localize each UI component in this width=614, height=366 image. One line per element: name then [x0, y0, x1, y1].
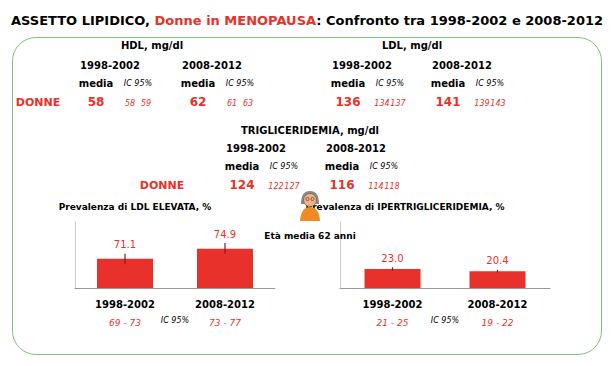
- html-text:59: 59: [140, 98, 152, 108]
- html-text:116: 116: [329, 178, 355, 192]
- html-text:media: media: [324, 160, 360, 172]
- html-text:134 137: 134 137: [374, 98, 406, 108]
- svg-text:1998-2002: 1998-2002: [363, 299, 423, 310]
- svg-text:21 - 25: 21 - 25: [377, 318, 409, 328]
- html-text:TRIGLICERIDEMIA, mg/dl: TRIGLICERIDEMIA, mg/dl: [241, 124, 379, 136]
- html-text:ASSETTO LIPIDICO, Donne in MEN: ASSETTO LIPIDICO, Donne in MENOPAUSA: Co…: [11, 12, 603, 28]
- svg-text:IC 95%: IC 95%: [431, 316, 459, 325]
- html-text:Età media 62 anni: Età media 62 anni: [264, 231, 356, 241]
- svg-text:73 - 77: 73 - 77: [209, 318, 241, 328]
- html-text:LDL, mg/dl: LDL, mg/dl: [381, 39, 443, 51]
- html-text:IC 95%: IC 95%: [369, 161, 399, 171]
- html-text:1998-2002: 1998-2002: [332, 59, 392, 71]
- html-text:IC 95%: IC 95%: [123, 78, 153, 88]
- html-text:58: 58: [124, 98, 136, 108]
- html-text:58: 58: [87, 95, 105, 109]
- html-text:2008-2012: 2008-2012: [182, 59, 242, 71]
- html-text:141: 141: [435, 95, 461, 109]
- html-text:media: media: [224, 160, 260, 172]
- html-text:122 127: 122 127: [268, 181, 300, 191]
- html-text:IC 95%: IC 95%: [475, 78, 505, 88]
- svg-text:2008-2012: 2008-2012: [468, 299, 528, 310]
- html-text:DONNE: DONNE: [139, 178, 185, 192]
- svg-text:Prevalenza di LDL ELEVATA, %: Prevalenza di LDL ELEVATA, %: [59, 202, 212, 212]
- svg-text:Prevalenza di IPERTRIGLICERIDE: Prevalenza di IPERTRIGLICERIDEMIA, %: [306, 202, 505, 212]
- svg-text:71.1: 71.1: [114, 239, 136, 250]
- html-text:media: media: [78, 77, 114, 89]
- html-text:63: 63: [242, 98, 254, 108]
- html-text:DONNE: DONNE: [15, 95, 61, 109]
- html-text:2008-2012: 2008-2012: [326, 142, 386, 154]
- html-text:media: media: [180, 77, 216, 89]
- html-text:media: media: [430, 77, 466, 89]
- html-text:1998-2002: 1998-2002: [226, 142, 286, 154]
- html-text:62: 62: [189, 95, 207, 109]
- svg-text:19 - 22: 19 - 22: [482, 318, 514, 328]
- html-text:114 118: 114 118: [368, 181, 400, 191]
- html-text:124: 124: [229, 178, 255, 192]
- html-text:1998-2002: 1998-2002: [80, 59, 140, 71]
- svg-text:20.4: 20.4: [486, 255, 508, 266]
- svg-text:IC 95%: IC 95%: [161, 316, 189, 325]
- svg-text:23.0: 23.0: [381, 253, 403, 264]
- html-text:IC 95%: IC 95%: [225, 78, 255, 88]
- svg-text:74.9: 74.9: [214, 229, 236, 240]
- html-text:IC 95%: IC 95%: [375, 78, 405, 88]
- html-text:139 143: 139 143: [474, 98, 506, 108]
- html-text:61: 61: [226, 98, 238, 108]
- svg-text:1998-2002: 1998-2002: [95, 299, 155, 310]
- html-text:2008-2012: 2008-2012: [432, 59, 492, 71]
- html-text:HDL, mg/dl: HDL, mg/dl: [120, 39, 184, 51]
- svg-text:69 - 73: 69 - 73: [109, 318, 141, 328]
- html-text:media: media: [330, 77, 366, 89]
- html-text:136: 136: [335, 95, 361, 109]
- svg-text:2008-2012: 2008-2012: [195, 299, 255, 310]
- html-text:IC 95%: IC 95%: [269, 161, 299, 171]
